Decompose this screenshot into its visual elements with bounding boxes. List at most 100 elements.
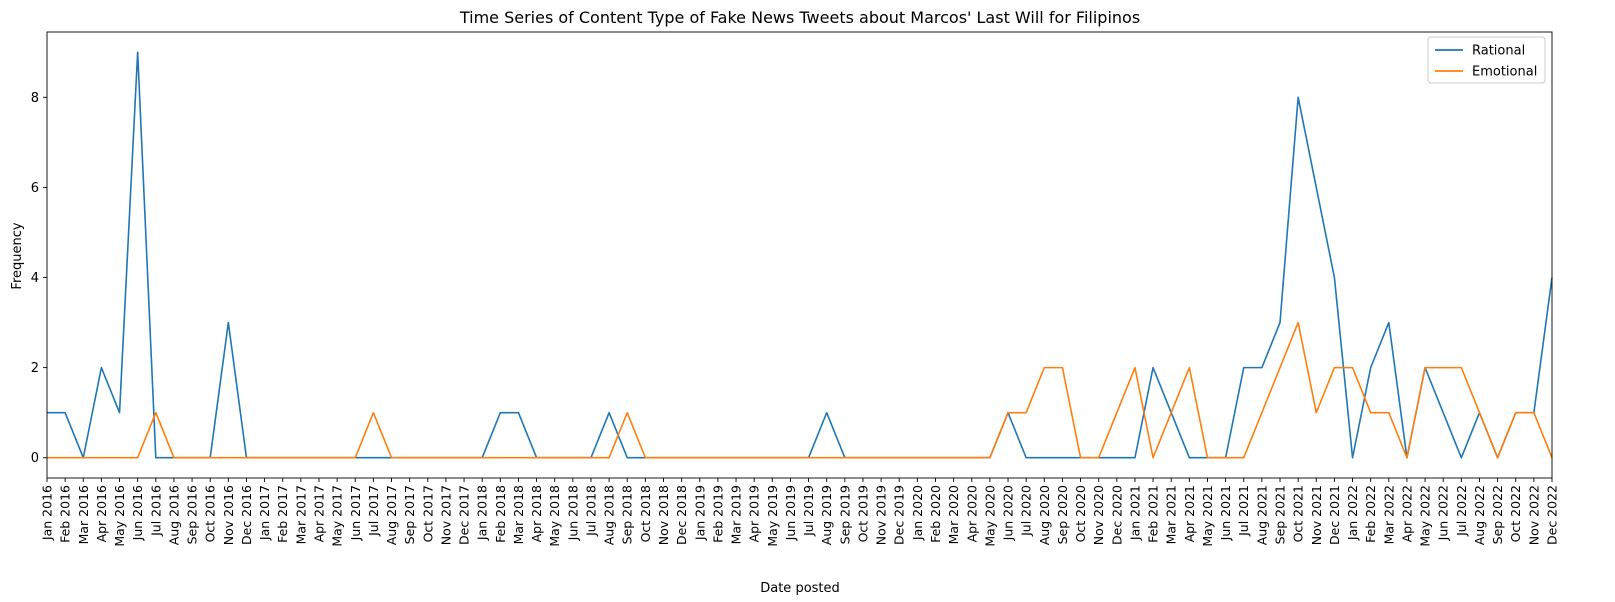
x-tick-label: Apr 2022 xyxy=(1399,485,1414,542)
x-tick-label: Oct 2018 xyxy=(638,485,653,542)
x-tick-label: Feb 2022 xyxy=(1363,485,1378,543)
x-tick-label: Apr 2020 xyxy=(964,485,979,542)
x-tick-label: Aug 2017 xyxy=(384,485,399,545)
x-tick-label: Jul 2018 xyxy=(583,485,598,537)
y-tick-label: 0 xyxy=(31,451,39,466)
x-tick-label: Jul 2016 xyxy=(148,485,163,537)
x-tick-label: Apr 2018 xyxy=(529,485,544,542)
legend: Rational Emotional xyxy=(1427,36,1546,84)
x-tick-label: May 2016 xyxy=(112,485,127,547)
series-line-emotional xyxy=(47,321,1553,459)
x-tick-label: Nov 2022 xyxy=(1526,485,1541,545)
y-tick-label: 6 xyxy=(31,181,39,196)
x-tick-label: Oct 2019 xyxy=(855,485,870,542)
y-tick-label: 8 xyxy=(31,91,39,106)
x-tick-label: Dec 2016 xyxy=(239,485,254,545)
x-tick-label: Oct 2017 xyxy=(420,485,435,542)
x-tick-label: Aug 2018 xyxy=(602,485,617,545)
x-tick-label: Aug 2019 xyxy=(819,485,834,545)
x-tick-label: Sep 2018 xyxy=(620,485,635,544)
x-tick-label: Feb 2021 xyxy=(1146,485,1161,543)
x-tick-label: Apr 2019 xyxy=(747,485,762,542)
x-tick-label: Jun 2022 xyxy=(1436,485,1451,541)
x-axis-label: Date posted xyxy=(760,581,840,596)
x-tick-label: Oct 2022 xyxy=(1508,485,1523,542)
x-tick-label: Jul 2021 xyxy=(1236,485,1251,537)
x-tick-label: Feb 2018 xyxy=(493,485,508,543)
x-tick-label: Jan 2017 xyxy=(257,485,272,541)
x-tick-label: Jan 2020 xyxy=(910,485,925,541)
x-tick-label: Jun 2018 xyxy=(565,485,580,541)
x-tick-label: Mar 2016 xyxy=(76,485,91,544)
x-tick-label: Dec 2022 xyxy=(1545,485,1560,545)
x-tick-label: Nov 2019 xyxy=(874,485,889,545)
x-tick-label: Mar 2022 xyxy=(1381,485,1396,544)
x-tick-label: Sep 2016 xyxy=(185,485,200,544)
y-tick-label: 2 xyxy=(31,361,39,376)
x-tick-label: Nov 2016 xyxy=(221,485,236,545)
x-tick-label: Sep 2019 xyxy=(837,485,852,544)
legend-label-rational: Rational xyxy=(1472,44,1525,59)
x-tick-label: Feb 2020 xyxy=(928,485,943,543)
y-axis-label: Frequency xyxy=(10,222,25,289)
x-tick-label: May 2017 xyxy=(330,485,345,547)
x-tick-label: Jul 2019 xyxy=(801,485,816,537)
x-tick-label: Sep 2022 xyxy=(1490,485,1505,544)
x-tick-label: Oct 2020 xyxy=(1073,485,1088,542)
x-tick-label: May 2019 xyxy=(765,485,780,547)
legend-label-emotional: Emotional xyxy=(1472,65,1537,80)
x-tick-label: Apr 2016 xyxy=(94,485,109,542)
chart-title: Time Series of Content Type of Fake News… xyxy=(459,8,1140,27)
axes-frame xyxy=(46,31,1553,479)
x-tick-label: Jul 2022 xyxy=(1454,485,1469,537)
x-tick-label: Nov 2021 xyxy=(1309,485,1324,545)
x-tick-label: Sep 2017 xyxy=(402,485,417,544)
x-tick-label: Dec 2019 xyxy=(892,485,907,545)
x-tick-label: Sep 2020 xyxy=(1055,485,1070,544)
x-tick-label: May 2022 xyxy=(1418,485,1433,547)
x-tick-label: Feb 2016 xyxy=(58,485,73,543)
x-tick-label: May 2018 xyxy=(547,485,562,547)
x-tick-label: Feb 2019 xyxy=(710,485,725,543)
x-tick-label: Dec 2018 xyxy=(674,485,689,545)
x-tick-label: Dec 2017 xyxy=(457,485,472,545)
x-tick-label: Jan 2016 xyxy=(40,485,55,541)
x-tick-label: Jul 2017 xyxy=(366,485,381,537)
x-tick-label: Mar 2019 xyxy=(729,485,744,544)
x-tick-label: Apr 2021 xyxy=(1182,485,1197,542)
x-tick-label: Jun 2020 xyxy=(1001,485,1016,541)
x-tick-label: Aug 2021 xyxy=(1254,485,1269,545)
x-tick-label: Jan 2021 xyxy=(1127,485,1142,541)
x-tick-label: Aug 2020 xyxy=(1037,485,1052,545)
x-tick-label: Dec 2020 xyxy=(1109,485,1124,545)
x-tick-label: Jun 2016 xyxy=(130,485,145,541)
x-tick-label: Oct 2016 xyxy=(203,485,218,542)
x-tick-label: Jul 2020 xyxy=(1019,485,1034,537)
x-tick-label: Jun 2021 xyxy=(1218,485,1233,541)
x-tick-label: Aug 2016 xyxy=(166,485,181,545)
x-tick-label: Apr 2017 xyxy=(311,485,326,542)
x-tick-label: Oct 2021 xyxy=(1291,485,1306,542)
x-tick-label: Aug 2022 xyxy=(1472,485,1487,545)
x-tick-label: Mar 2021 xyxy=(1164,485,1179,544)
x-tick-label: Nov 2017 xyxy=(438,485,453,545)
x-tick-label: May 2020 xyxy=(982,485,997,547)
x-tick-label: Mar 2020 xyxy=(946,485,961,544)
x-tick-label: Jan 2022 xyxy=(1345,485,1360,541)
x-tick-label: Dec 2021 xyxy=(1327,485,1342,545)
x-tick-label: Sep 2021 xyxy=(1273,485,1288,544)
x-tick-label: May 2021 xyxy=(1200,485,1215,547)
y-tick-label: 4 xyxy=(31,271,39,286)
x-tick-label: Jan 2018 xyxy=(475,485,490,541)
x-tick-label: Mar 2017 xyxy=(293,485,308,544)
x-tick-label: Jan 2019 xyxy=(692,485,707,541)
x-tick-label: Mar 2018 xyxy=(511,485,526,544)
x-tick-label: Nov 2018 xyxy=(656,485,671,545)
x-tick-label: Jun 2019 xyxy=(783,485,798,541)
x-tick-label: Nov 2020 xyxy=(1091,485,1106,545)
x-tick-label: Feb 2017 xyxy=(275,485,290,543)
